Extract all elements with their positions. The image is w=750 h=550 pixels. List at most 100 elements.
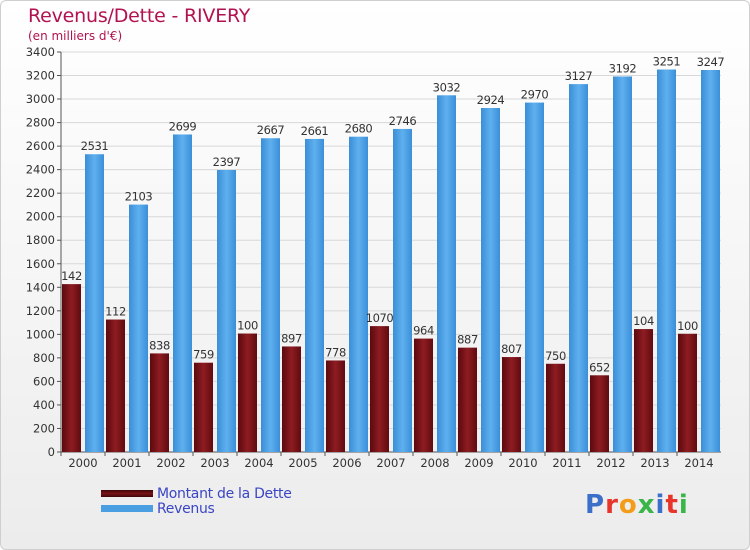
- logo-letter: r: [605, 490, 619, 520]
- logo-letter: x: [637, 490, 656, 520]
- bar-debt: [678, 333, 697, 452]
- y-tick-label: 3400: [26, 45, 55, 59]
- legend-swatch-debt: [101, 490, 153, 497]
- data-label-revenue: 3247: [697, 55, 725, 69]
- y-tick-label: 400: [33, 398, 55, 412]
- data-label-revenue: 2970: [521, 88, 549, 102]
- y-tick-label: 1800: [26, 233, 55, 247]
- bar-debt: [106, 319, 125, 452]
- data-label-revenue: 2103: [125, 190, 153, 204]
- bar-revenue: [85, 154, 104, 452]
- bar-revenue: [569, 84, 588, 452]
- data-label-debt: 100: [677, 319, 698, 333]
- logo-letter: i: [678, 490, 689, 520]
- y-tick-label: 3000: [26, 92, 55, 106]
- data-label-debt: 838: [149, 338, 170, 352]
- data-label-revenue: 2680: [345, 122, 373, 136]
- y-tick-label: 2200: [26, 186, 55, 200]
- x-tick-label: 2012: [596, 456, 625, 470]
- bar-revenue: [261, 138, 280, 452]
- x-tick-label: 2004: [244, 456, 273, 470]
- data-label-debt: 778: [325, 345, 346, 359]
- data-label-revenue: 2531: [81, 139, 109, 153]
- bar-revenue: [129, 204, 148, 452]
- x-tick-label: 2011: [552, 456, 581, 470]
- logo-letter: o: [618, 490, 638, 520]
- bar-revenue: [393, 128, 412, 453]
- x-tick-label: 2006: [332, 456, 361, 470]
- data-label-debt: 652: [589, 360, 610, 374]
- bar-revenue: [217, 170, 236, 452]
- data-label-debt: 1070: [366, 311, 394, 325]
- x-tick-label: 2010: [508, 456, 537, 470]
- data-label-debt: 104: [633, 314, 654, 328]
- data-label-revenue: 3032: [433, 80, 461, 94]
- y-tick-label: 2800: [26, 116, 55, 130]
- bar-revenue: [305, 138, 324, 453]
- x-tick-label: 2003: [200, 456, 229, 470]
- bar-revenue: [173, 134, 192, 452]
- bar-revenue: [657, 69, 676, 452]
- bar-debt: [414, 338, 433, 452]
- bar-debt: [634, 329, 653, 452]
- bar-debt: [546, 363, 565, 452]
- bar-debt: [194, 362, 213, 452]
- x-tick-label: 2013: [640, 456, 669, 470]
- bar-revenue: [701, 70, 720, 452]
- x-tick-label: 2008: [420, 456, 449, 470]
- data-label-revenue: 2699: [169, 119, 197, 133]
- data-label-revenue: 3192: [609, 61, 637, 75]
- bar-debt: [502, 357, 521, 452]
- data-label-revenue: 2667: [257, 123, 285, 137]
- x-tick-label: 2009: [464, 456, 493, 470]
- data-label-debt: 897: [281, 331, 302, 345]
- data-label-debt: 112: [105, 305, 126, 319]
- bar-debt: [150, 353, 169, 452]
- data-label-revenue: 3127: [565, 69, 593, 83]
- bar-revenue: [349, 136, 368, 453]
- y-tick-label: 600: [33, 374, 55, 388]
- data-label-debt: 100: [237, 319, 258, 333]
- bar-revenue: [437, 95, 456, 452]
- logo-letter: P: [585, 490, 606, 520]
- chart-subtitle: (en milliers d'€): [28, 29, 123, 43]
- x-tick-label: 2002: [156, 456, 185, 470]
- y-tick-label: 1600: [26, 257, 55, 271]
- x-tick-label: 2014: [684, 456, 713, 470]
- x-tick-label: 2001: [112, 456, 141, 470]
- x-tick-label: 2005: [288, 456, 317, 470]
- y-tick-label: 3200: [26, 69, 55, 83]
- data-label-revenue: 2924: [477, 93, 505, 107]
- bar-debt: [238, 333, 257, 452]
- data-label-debt: 807: [501, 342, 522, 356]
- bar-revenue: [481, 108, 500, 452]
- bar-debt: [62, 284, 81, 452]
- y-tick-label: 1200: [26, 304, 55, 318]
- logo-letter: i: [655, 490, 666, 520]
- legend-swatch-revenue: [101, 505, 153, 512]
- logo-letter: t: [665, 490, 679, 520]
- data-label-revenue: 2661: [301, 124, 329, 138]
- bar-revenue: [525, 102, 544, 453]
- y-tick-label: 200: [33, 421, 55, 435]
- data-label-debt: 964: [413, 324, 434, 338]
- data-label-revenue: 3251: [653, 55, 681, 69]
- proxiti-logo: Proxiti: [585, 490, 689, 520]
- data-label-debt: 750: [545, 349, 566, 363]
- bar-revenue: [613, 76, 632, 453]
- bar-debt: [458, 347, 477, 452]
- chart-title: Revenus/Dette - RIVERY: [28, 5, 251, 27]
- legend-label-debt: Montant de la Dette: [157, 486, 292, 502]
- data-label-debt: 142: [61, 269, 82, 283]
- data-label-debt: 759: [193, 348, 214, 362]
- bar-debt: [370, 326, 389, 452]
- y-tick-label: 800: [33, 351, 55, 365]
- y-tick-label: 0: [48, 445, 55, 459]
- data-label-debt: 887: [457, 333, 478, 347]
- bar-debt: [282, 346, 301, 452]
- y-tick-label: 1000: [26, 327, 55, 341]
- bar-debt: [326, 360, 345, 452]
- bar-debt: [590, 375, 609, 452]
